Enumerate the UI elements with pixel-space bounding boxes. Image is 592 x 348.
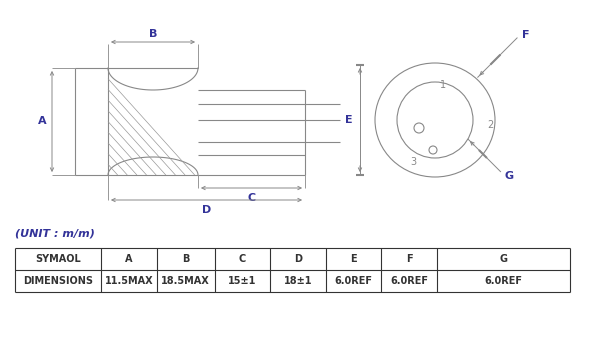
Text: 6.0REF: 6.0REF bbox=[334, 276, 372, 286]
Text: B: B bbox=[182, 254, 189, 264]
Text: F: F bbox=[406, 254, 413, 264]
Text: 18±1: 18±1 bbox=[284, 276, 313, 286]
Text: F: F bbox=[522, 30, 530, 40]
Text: 11.5MAX: 11.5MAX bbox=[104, 276, 153, 286]
Text: E: E bbox=[350, 254, 357, 264]
Text: G: G bbox=[505, 171, 514, 181]
Text: 6.0REF: 6.0REF bbox=[390, 276, 428, 286]
Text: 6.0REF: 6.0REF bbox=[484, 276, 522, 286]
Text: (UNIT : m/m): (UNIT : m/m) bbox=[15, 229, 95, 239]
Text: G: G bbox=[500, 254, 507, 264]
Text: C: C bbox=[239, 254, 246, 264]
Text: 1: 1 bbox=[440, 80, 446, 90]
Text: 18.5MAX: 18.5MAX bbox=[161, 276, 210, 286]
Text: C: C bbox=[247, 193, 256, 203]
Text: B: B bbox=[149, 29, 157, 39]
Text: 3: 3 bbox=[410, 157, 416, 167]
Text: A: A bbox=[125, 254, 133, 264]
Text: D: D bbox=[202, 205, 211, 215]
Text: 15±1: 15±1 bbox=[229, 276, 257, 286]
Text: D: D bbox=[294, 254, 302, 264]
Text: SYMAOL: SYMAOL bbox=[35, 254, 81, 264]
Text: DIMENSIONS: DIMENSIONS bbox=[23, 276, 93, 286]
Text: 2: 2 bbox=[487, 120, 493, 130]
Text: E: E bbox=[345, 115, 353, 125]
Text: A: A bbox=[38, 117, 46, 127]
